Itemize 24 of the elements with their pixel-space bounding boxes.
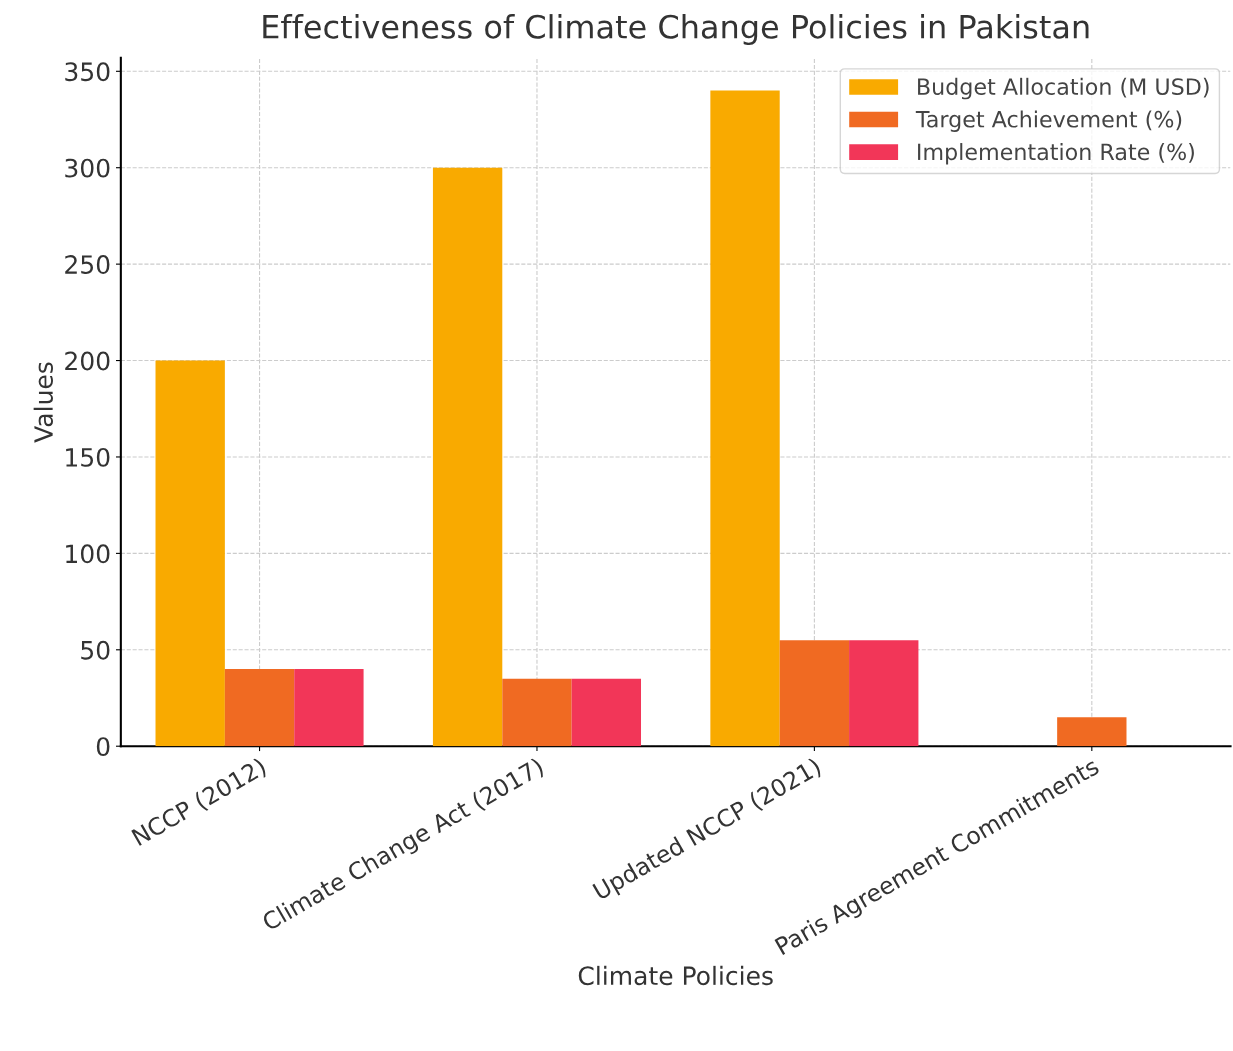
bar: [502, 678, 572, 747]
bar: [710, 90, 780, 747]
bar: [432, 167, 503, 747]
bar: [779, 640, 850, 747]
y-tick-label: 350: [65, 62, 110, 82]
y-tick-label: 300: [65, 158, 110, 178]
y-tick-label: 200: [65, 351, 110, 371]
y-tick-label: 250: [65, 255, 110, 274]
y-tick-label: 150: [66, 447, 110, 467]
bar: [294, 669, 364, 747]
legend-label: Budget Allocation (M USD): [918, 77, 1209, 100]
bar: [571, 678, 642, 747]
bar: [849, 640, 919, 747]
bar: [155, 360, 225, 747]
y-tick-label: 100: [66, 544, 110, 564]
x-axis-title: Climate Policies: [578, 965, 773, 986]
legend-label: Implementation Rate (%): [918, 143, 1194, 165]
bar: [224, 669, 295, 747]
y-tick-label: 0: [96, 737, 110, 757]
y-axis-title: Values: [33, 362, 53, 443]
chart-title: Effectiveness of Climate Change Policies in Pakistan: [263, 14, 1089, 45]
bar: [1057, 717, 1127, 747]
legend-label: Target Achievement (%): [915, 110, 1182, 132]
y-tick-label: 50: [81, 640, 110, 660]
